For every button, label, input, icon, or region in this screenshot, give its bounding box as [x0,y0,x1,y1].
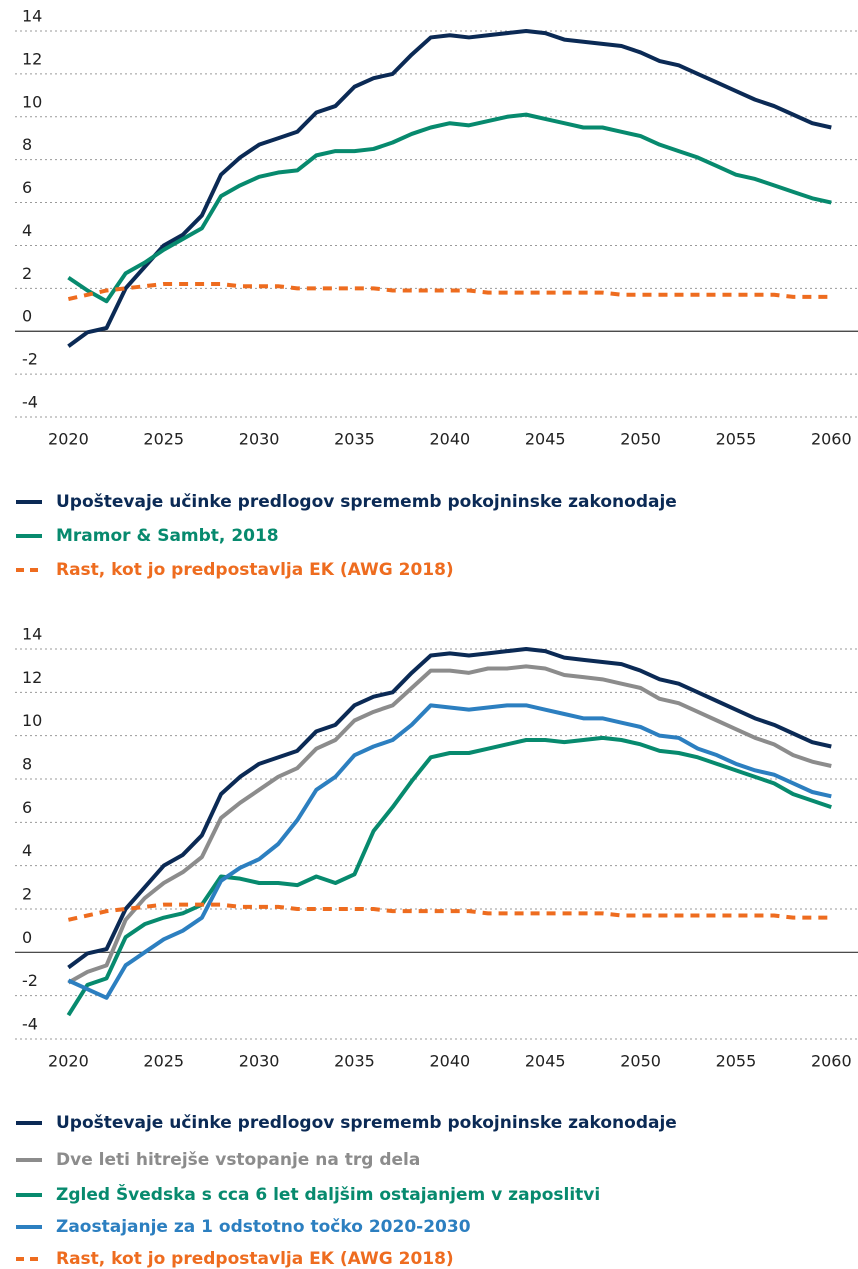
x-tick-label: 2060 [811,1052,852,1071]
x-tick-label: 2035 [334,1052,375,1071]
x-tick-label: 2040 [429,430,470,449]
y-tick-label: 8 [22,755,32,774]
series-line [67,664,832,985]
y-tick-label: 12 [22,668,42,687]
y-tick-label: 14 [22,7,42,26]
x-tick-label: 2055 [716,1052,757,1071]
y-tick-label: 10 [22,92,42,111]
x-tick-label: 2060 [811,430,852,449]
x-tick-label: 2020 [48,1052,89,1071]
x-tick-label: 2040 [429,1052,470,1071]
x-tick-label: 2045 [525,1052,566,1071]
y-tick-label: -4 [22,1015,38,1034]
x-tick-label: 2035 [334,430,375,449]
x-tick-label: 2030 [239,1052,280,1071]
y-tick-label: -4 [22,393,38,412]
series-line [67,703,832,1000]
legend-label: Upoštevaje učinke predlogov sprememb pok… [56,1113,677,1133]
series-line [67,902,832,922]
y-tick-label: 0 [22,307,32,326]
y-tick-label: 6 [22,798,32,817]
y-tick-label: 14 [22,625,42,644]
legend-label: Zgled Švedska s cca 6 let daljšim ostaja… [56,1183,600,1205]
y-tick-label: 2 [22,885,32,904]
legend-label: Dve leti hitrejše vstopanje na trg dela [56,1150,420,1170]
x-tick-label: 2025 [143,1052,184,1071]
legend-label: Zaostajanje za 1 odstotno točko 2020-203… [56,1217,471,1237]
x-tick-label: 2050 [620,1052,661,1071]
series-line [67,647,832,970]
series-line [67,29,832,348]
legend-label: Upoštevaje učinke predlogov sprememb pok… [56,492,677,512]
x-tick-label: 2050 [620,430,661,449]
x-tick-label: 2045 [525,430,566,449]
series-line [67,282,832,302]
legend-label: Mramor & Sambt, 2018 [56,526,279,546]
y-tick-label: 2 [22,264,32,283]
x-tick-label: 2025 [143,430,184,449]
y-tick-label: -2 [22,971,38,990]
x-tick-label: 2055 [716,430,757,449]
y-tick-label: -2 [22,350,38,369]
y-tick-label: 6 [22,178,32,197]
series-line [67,112,832,304]
legend-label: Rast, kot jo predpostavlja EK (AWG 2018) [56,1249,454,1269]
y-tick-label: 0 [22,928,32,947]
x-tick-label: 2030 [239,430,280,449]
y-tick-label: 8 [22,135,32,154]
x-tick-label: 2020 [48,430,89,449]
y-tick-label: 4 [22,221,32,240]
y-tick-label: 4 [22,841,32,860]
y-tick-label: 10 [22,711,42,730]
legend-label: Rast, kot jo predpostavlja EK (AWG 2018) [56,560,454,580]
y-tick-label: 12 [22,49,42,68]
series-line [66,735,832,1017]
